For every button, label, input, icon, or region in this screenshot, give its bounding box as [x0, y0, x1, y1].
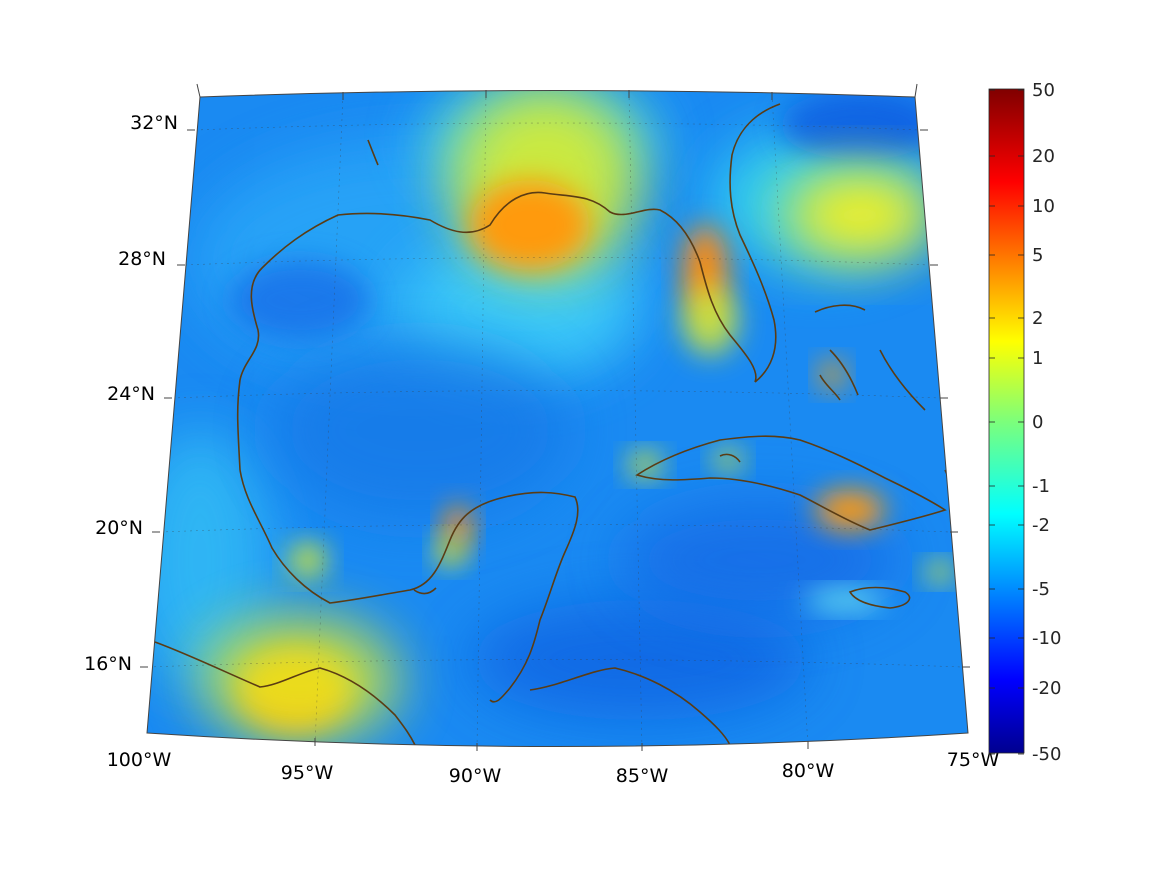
colorbar-label-neg5: -5 — [1032, 579, 1050, 600]
graticule — [147, 91, 963, 747]
colorbar-label-neg2: -2 — [1032, 515, 1050, 536]
map-frame — [146, 90, 969, 747]
colorbar-label-2: 2 — [1032, 308, 1043, 329]
bahamas-coastline — [814, 304, 926, 411]
lon-label-100w: 100°W — [107, 749, 172, 771]
central-america-coastline — [154, 641, 416, 746]
colorbar-label-5: 5 — [1032, 245, 1043, 266]
latitude-labels: 32°N 28°N 24°N 20°N 16°N — [84, 112, 178, 675]
lat-label-24n: 24°N — [107, 383, 155, 405]
lat-label-16n: 16°N — [84, 653, 132, 675]
colorbar-label-neg1: -1 — [1032, 476, 1050, 497]
lat-label-20n: 20°N — [95, 517, 143, 539]
longitude-labels: 100°W 95°W 90°W 85°W 80°W 75°W — [107, 749, 1000, 787]
colorbar-label-50: 50 — [1032, 80, 1055, 101]
colorbar-label-1: 1 — [1032, 348, 1043, 369]
colorbar-gradient — [988, 88, 1025, 754]
lat-label-28n: 28°N — [118, 248, 166, 270]
island-fragments — [367, 139, 841, 595]
field-hotspots — [200, 90, 954, 745]
mexico-gulf-coastline — [239, 469, 579, 703]
florida-atlantic-coastline — [729, 103, 781, 383]
lon-label-95w: 95°W — [281, 762, 334, 784]
colorbar: 50 20 10 5 2 1 0 -1 -2 -5 -10 -20 -50 — [988, 80, 1061, 765]
jamaica-coastline — [848, 586, 911, 609]
us-gulf-coastline — [236, 191, 757, 471]
colorbar-label-neg20: -20 — [1032, 678, 1061, 699]
honduras-coastline — [529, 667, 731, 746]
lat-label-32n: 32°N — [130, 112, 178, 134]
colorbar-ticks — [989, 89, 1024, 755]
colorbar-label-10: 10 — [1032, 196, 1055, 217]
coastlines — [154, 103, 961, 746]
lon-label-90w: 90°W — [449, 765, 502, 787]
lon-label-80w: 80°W — [782, 760, 835, 782]
lon-label-75w: 75°W — [947, 749, 1000, 771]
cuba-coastline — [635, 435, 947, 531]
map-panel: 100°W 95°W 90°W 85°W 80°W 75°W 32°N 28°N… — [84, 83, 1000, 787]
colorbar-label-0: 0 — [1032, 412, 1043, 433]
lon-label-85w: 85°W — [616, 765, 669, 787]
colorbar-label-20: 20 — [1032, 146, 1055, 167]
colorbar-label-neg10: -10 — [1032, 628, 1061, 649]
frame-ticks — [140, 83, 970, 751]
colorbar-labels: 50 20 10 5 2 1 0 -1 -2 -5 -10 -20 -50 — [1032, 80, 1061, 765]
colorbar-label-neg50: -50 — [1032, 744, 1061, 765]
